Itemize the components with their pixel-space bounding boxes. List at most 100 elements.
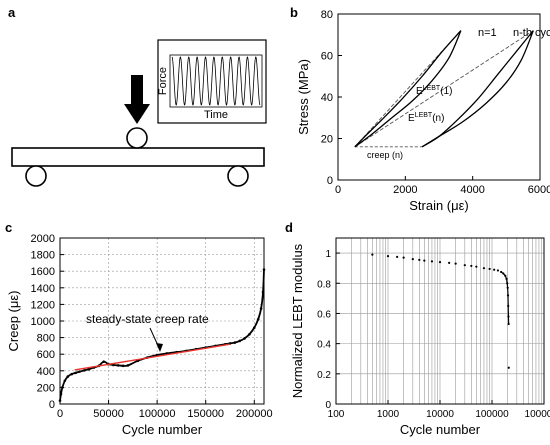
y-tick-label: 60 (321, 51, 333, 63)
x-tick-label: 1000 (377, 409, 400, 420)
plot-c-xlabel: Cycle number (122, 422, 203, 437)
modulus-point (438, 261, 442, 264)
panel-c: c 0 50000 100000 150000 200000 0 200 400 600 800 1… (5, 220, 273, 437)
panel-a: a Force Time (8, 5, 267, 187)
force-inset-plot (169, 54, 263, 108)
creep-point (121, 364, 125, 368)
x-tick-label: 10000 (426, 409, 454, 420)
creep-point (261, 290, 265, 294)
y-tick-label: 1600 (31, 266, 55, 278)
modulus-point (488, 267, 491, 271)
modulus-point (454, 262, 457, 265)
panel-b: b 0 2000 4000 6000 0 20 40 60 80 Strain (με) Str… (290, 5, 550, 213)
creep-point (126, 364, 130, 367)
creep-point (59, 392, 63, 396)
modulus-point (411, 258, 414, 261)
label-creep-n: creep (n) (367, 150, 403, 160)
steady-state-fit-line (74, 343, 231, 371)
y-tick-label: 1000 (31, 316, 55, 328)
load-roller (126, 127, 148, 149)
load-arrow-icon (124, 75, 150, 124)
creep-point (102, 360, 106, 363)
y-tick-label: 800 (37, 333, 55, 345)
label-first-cycle: n=1 (478, 27, 497, 39)
label-nth-cycle: n-th cycle (513, 27, 550, 39)
y-tick-label: 1800 (31, 250, 55, 262)
y-tick-label: 0 (325, 400, 331, 411)
y-tick-label: 0.8 (317, 279, 331, 290)
creep-point (58, 399, 62, 402)
y-tick-label: 20 (321, 134, 333, 146)
y-tick-label: 0.4 (317, 340, 331, 351)
panel-c-letter: c (5, 220, 12, 235)
modulus-point (371, 253, 374, 256)
label-e-lebt-n: ELEBT(n) (408, 112, 444, 124)
creep-point (82, 369, 86, 372)
x-tick-label: 6000 (528, 184, 550, 196)
y-tick-label: 400 (37, 366, 55, 378)
secant-e1-line (354, 30, 462, 148)
modulus-point (396, 255, 399, 258)
x-tick-label: 2000 (393, 184, 417, 196)
loading-curve (354, 30, 462, 148)
creep-point (256, 318, 260, 321)
plot-d-xlabel: Cycle number (400, 422, 481, 437)
plot-d-ylabel: Normalized LEBT modulus (290, 243, 305, 398)
creep-point (63, 379, 67, 383)
unloading-curve (354, 30, 462, 148)
y-tick-label: 0.2 (317, 370, 331, 381)
plot-b-xlabel: Strain (με) (409, 198, 469, 213)
creep-point (248, 332, 251, 336)
secant-en-line (354, 30, 534, 148)
x-tick-label: 0 (335, 184, 341, 196)
y-tick-label: 0 (49, 399, 55, 411)
y-tick-label: 40 (321, 92, 333, 104)
inset-xlabel: Time (204, 109, 228, 121)
creep-point (70, 372, 73, 376)
y-tick-label: 200 (37, 382, 55, 394)
modulus-point (496, 269, 500, 272)
y-tick-label: 1 (325, 249, 331, 260)
modulus-point (386, 255, 390, 258)
panel-a-letter: a (8, 5, 16, 20)
unloading-curve (421, 30, 534, 148)
modulus-point (507, 366, 510, 369)
creep-point (252, 326, 256, 329)
panel-d-letter: d (285, 220, 293, 235)
x-tick-label: 100 (328, 409, 345, 420)
creep-rate-annotation: steady-state creep rate (86, 312, 209, 326)
modulus-point (463, 264, 466, 267)
x-tick-label: 100000 (475, 409, 509, 420)
creep-point (262, 268, 266, 271)
y-tick-label: 600 (37, 349, 55, 361)
y-tick-label: 2000 (31, 233, 55, 245)
y-tick-label: 80 (321, 9, 333, 21)
label-e-lebt-1: ELEBT(1) (416, 85, 452, 97)
inset-ylabel: Force (157, 67, 169, 95)
right-support (227, 165, 249, 187)
x-tick-label: 100000 (139, 408, 176, 420)
modulus-point (475, 265, 478, 268)
creep-point (61, 386, 64, 389)
x-tick-label: 200000 (236, 408, 273, 420)
modulus-point (493, 268, 496, 271)
y-tick-label: 1400 (31, 283, 55, 295)
creep-point (233, 341, 237, 344)
y-tick-label: 0.6 (317, 309, 331, 320)
modulus-point (402, 256, 405, 259)
creep-point (243, 337, 246, 340)
x-tick-label: 50000 (93, 408, 124, 420)
x-tick-label: 150000 (187, 408, 224, 420)
plot-c-ylabel: Creep (με) (6, 291, 21, 352)
modulus-point (470, 264, 473, 268)
modulus-point (448, 261, 451, 264)
modulus-point (418, 258, 421, 261)
creep-series-line (59, 269, 265, 401)
creep-point (259, 307, 263, 310)
creep-point (74, 371, 77, 375)
x-tick-label: 0 (57, 408, 63, 420)
modulus-point (430, 260, 434, 263)
panel-b-letter: b (290, 5, 298, 20)
